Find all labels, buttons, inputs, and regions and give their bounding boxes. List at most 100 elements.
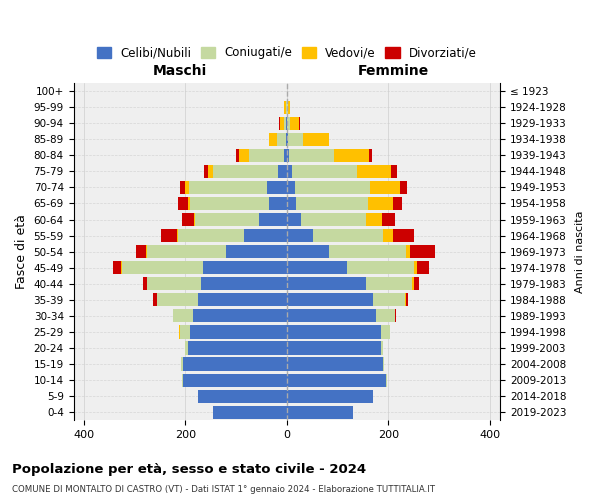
Bar bbox=[287, 342, 381, 354]
Bar bbox=[287, 261, 347, 274]
Bar bbox=[196, 213, 259, 226]
Bar bbox=[249, 148, 284, 162]
Bar bbox=[313, 229, 383, 242]
Bar bbox=[287, 293, 373, 306]
Bar bbox=[153, 293, 157, 306]
Bar bbox=[157, 293, 198, 306]
Bar bbox=[173, 310, 193, 322]
Bar bbox=[188, 342, 287, 354]
Bar bbox=[287, 245, 329, 258]
Bar bbox=[301, 213, 366, 226]
Bar bbox=[287, 116, 290, 130]
Bar bbox=[194, 213, 196, 226]
Text: Popolazione per età, sesso e stato civile - 2024: Popolazione per età, sesso e stato civil… bbox=[12, 462, 366, 475]
Bar bbox=[391, 164, 397, 178]
Bar bbox=[266, 181, 287, 194]
Bar bbox=[418, 261, 428, 274]
Bar bbox=[193, 310, 287, 322]
Bar bbox=[185, 181, 190, 194]
Bar bbox=[121, 261, 122, 274]
Bar bbox=[287, 132, 289, 146]
Bar bbox=[122, 261, 203, 274]
Y-axis label: Anni di nascita: Anni di nascita bbox=[575, 210, 585, 293]
Bar bbox=[405, 293, 406, 306]
Bar bbox=[188, 197, 190, 210]
Bar bbox=[392, 197, 401, 210]
Bar bbox=[280, 116, 284, 130]
Bar bbox=[161, 229, 176, 242]
Bar bbox=[136, 245, 146, 258]
Bar bbox=[287, 326, 381, 338]
Bar bbox=[406, 293, 408, 306]
Bar bbox=[287, 181, 295, 194]
Bar bbox=[278, 164, 287, 178]
Bar bbox=[185, 342, 188, 354]
Bar bbox=[146, 245, 147, 258]
Bar bbox=[183, 374, 287, 386]
Bar bbox=[287, 374, 386, 386]
Bar bbox=[286, 132, 287, 146]
Bar bbox=[284, 148, 287, 162]
Bar bbox=[113, 261, 121, 274]
Bar bbox=[181, 358, 183, 370]
Bar bbox=[368, 148, 372, 162]
Bar bbox=[198, 390, 287, 403]
Bar bbox=[277, 132, 286, 146]
Bar bbox=[365, 277, 412, 290]
Bar bbox=[200, 277, 287, 290]
Bar bbox=[381, 342, 383, 354]
Bar bbox=[288, 100, 290, 114]
Bar bbox=[213, 164, 278, 178]
Bar bbox=[289, 148, 334, 162]
Bar bbox=[414, 261, 418, 274]
Bar bbox=[412, 277, 414, 290]
Bar bbox=[289, 132, 302, 146]
Bar bbox=[395, 310, 396, 322]
Bar bbox=[299, 116, 300, 130]
Bar bbox=[383, 358, 385, 370]
Bar bbox=[286, 100, 287, 114]
Bar bbox=[147, 277, 200, 290]
Bar bbox=[143, 277, 147, 290]
Bar bbox=[147, 245, 226, 258]
Bar bbox=[287, 310, 376, 322]
Bar bbox=[381, 326, 390, 338]
Bar bbox=[295, 181, 370, 194]
Bar bbox=[259, 213, 287, 226]
Bar bbox=[287, 164, 292, 178]
Bar bbox=[382, 213, 395, 226]
Bar bbox=[178, 229, 244, 242]
Text: COMUNE DI MONTALTO DI CASTRO (VT) - Dati ISTAT 1° gennaio 2024 - Elaborazione TU: COMUNE DI MONTALTO DI CASTRO (VT) - Dati… bbox=[12, 485, 435, 494]
Bar bbox=[226, 245, 287, 258]
Bar bbox=[400, 181, 407, 194]
Bar bbox=[296, 197, 368, 210]
Bar bbox=[287, 229, 313, 242]
Bar bbox=[287, 406, 353, 419]
Text: Maschi: Maschi bbox=[153, 64, 208, 78]
Y-axis label: Fasce di età: Fasce di età bbox=[15, 214, 28, 289]
Bar bbox=[180, 181, 185, 194]
Bar bbox=[203, 261, 287, 274]
Bar bbox=[347, 261, 414, 274]
Bar bbox=[190, 197, 269, 210]
Bar bbox=[269, 132, 277, 146]
Bar bbox=[368, 197, 392, 210]
Bar bbox=[269, 197, 287, 210]
Bar bbox=[292, 164, 357, 178]
Bar bbox=[287, 197, 296, 210]
Bar bbox=[213, 406, 287, 419]
Bar bbox=[406, 245, 410, 258]
Bar bbox=[287, 213, 301, 226]
Bar bbox=[176, 229, 178, 242]
Legend: Celibi/Nubili, Coniugati/e, Vedovi/e, Divorziati/e: Celibi/Nubili, Coniugati/e, Vedovi/e, Di… bbox=[92, 42, 482, 64]
Bar bbox=[182, 374, 183, 386]
Bar bbox=[373, 293, 405, 306]
Bar bbox=[179, 326, 180, 338]
Text: Femmine: Femmine bbox=[358, 64, 429, 78]
Bar bbox=[334, 148, 368, 162]
Bar bbox=[287, 358, 383, 370]
Bar bbox=[244, 229, 287, 242]
Bar bbox=[410, 245, 434, 258]
Bar bbox=[357, 164, 391, 178]
Bar bbox=[302, 132, 329, 146]
